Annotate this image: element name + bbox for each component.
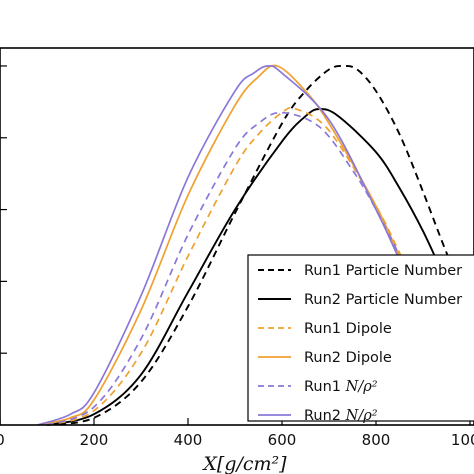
x-tick-label-200: 200 — [80, 431, 109, 449]
x-tick-label-400: 400 — [174, 431, 203, 449]
series-line-3 — [46, 106, 424, 426]
legend-label-4: Run2 Dipole — [304, 350, 392, 366]
x-tick-label-800: 800 — [362, 431, 391, 449]
legend: Run1 Particle Number Run2 Particle Number… — [247, 254, 474, 424]
series-layer — [37, 64, 471, 426]
x-tick-label-600: 600 — [268, 431, 297, 449]
x-tick-label-1000: 1000 — [451, 431, 474, 449]
legend-label-5: Run1 N/ρ² — [304, 379, 378, 395]
series-line-5 — [46, 111, 410, 426]
legend-box — [247, 254, 474, 422]
legend-label-3: Run1 Dipole — [304, 321, 392, 337]
tick-layer: 0 200 400 600 800 1000 — [0, 65, 474, 449]
legend-label-2: Run2 Particle Number — [304, 292, 462, 308]
series-line-6 — [37, 65, 415, 426]
series-line-1 — [46, 65, 471, 426]
legend-label-1: Run1 Particle Number — [304, 263, 462, 279]
x-axis-title: X[g/cm²] — [201, 453, 287, 474]
legend-label-6: Run2 N/ρ² — [304, 408, 378, 424]
x-tick-label-0: 0 — [0, 431, 5, 449]
series-line-4 — [37, 64, 424, 426]
plot-frame — [0, 47, 474, 426]
